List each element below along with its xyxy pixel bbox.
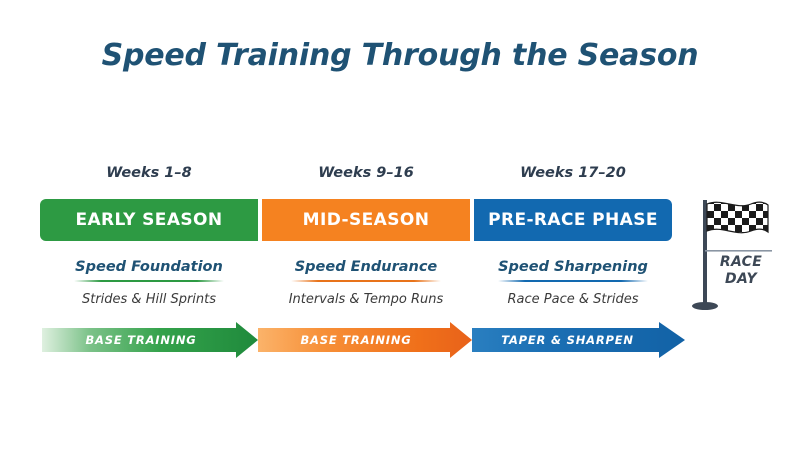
focus-block-early-season: Speed Foundation Strides & Hill Sprints [40, 258, 258, 308]
focus-underline-divider [74, 280, 224, 282]
arrow-segment-early-season[interactable]: BASE TRAINING [42, 322, 258, 358]
race-day-label: RACE DAY [708, 254, 774, 288]
focus-detail: Intervals & Tempo Runs [288, 292, 444, 307]
focus-detail: Strides & Hill Sprints [81, 292, 217, 307]
phase-bar-pre-race-phase[interactable]: PRE-RACE PHASE [474, 199, 672, 241]
focus-title: Speed Endurance [294, 259, 438, 275]
focus-underline-divider [291, 280, 441, 282]
arrow-segment-label: TAPER & SHARPEN [501, 333, 634, 347]
phase-bar-early-season[interactable]: EARLY SEASON [40, 199, 258, 241]
race-day-label-line1: RACE [719, 254, 763, 270]
checkered-flag-icon [692, 200, 772, 310]
page-title: Speed Training Through the Season [101, 38, 699, 73]
phase-bar-mid-season[interactable]: MID-SEASON [262, 199, 470, 241]
week-label-mid-season: Weeks 9–16 [318, 165, 414, 181]
focus-title: Speed Foundation [75, 259, 223, 275]
focus-block-pre-race-phase: Speed Sharpening Race Pace & Strides [474, 258, 672, 308]
arrow-segment-pre-race-phase[interactable]: TAPER & SHARPEN [472, 322, 685, 358]
week-label-pre-race-phase: Weeks 17–20 [520, 165, 626, 181]
arrow-segment-label: BASE TRAINING [300, 333, 412, 347]
race-day-marker: RACE DAY [686, 194, 778, 316]
week-label-early-season: Weeks 1–8 [106, 165, 192, 181]
phase-bar-label: PRE-RACE PHASE [488, 210, 658, 230]
arrow-segment-mid-season[interactable]: BASE TRAINING [258, 322, 472, 358]
race-day-label-line2: DAY [725, 271, 757, 287]
phase-bar-label: MID-SEASON [302, 210, 430, 230]
focus-block-mid-season: Speed Endurance Intervals & Tempo Runs [262, 258, 470, 308]
arrow-segment-label: BASE TRAINING [85, 333, 197, 347]
focus-title: Speed Sharpening [498, 259, 648, 275]
training-progression-arrow-band: BASE TRAINING BASE TRAINING TAPER & SHAR… [0, 322, 800, 358]
phase-bar-label: EARLY SEASON [75, 210, 223, 230]
focus-underline-divider [498, 280, 648, 282]
focus-detail: Race Pace & Strides [507, 292, 639, 307]
